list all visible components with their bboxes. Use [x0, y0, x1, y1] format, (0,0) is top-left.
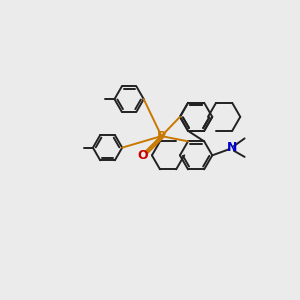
Text: N: N	[227, 141, 238, 154]
Text: P: P	[157, 130, 166, 142]
Text: O: O	[137, 149, 148, 162]
